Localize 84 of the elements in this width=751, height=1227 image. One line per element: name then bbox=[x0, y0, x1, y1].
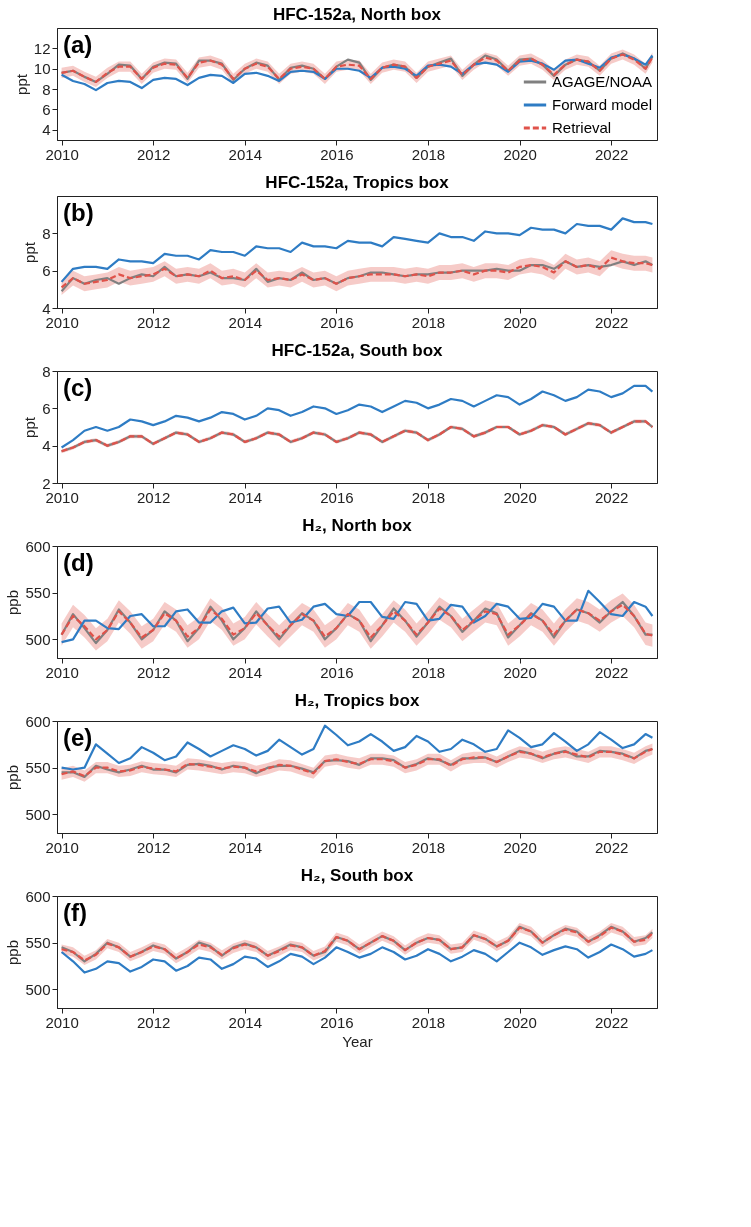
chart-title: H₂, North box bbox=[302, 516, 413, 535]
line-series bbox=[60, 941, 654, 974]
y-tick-label: 600 bbox=[25, 537, 51, 555]
y-tick-label: 500 bbox=[25, 980, 51, 998]
x-tick-label: 2018 bbox=[411, 488, 446, 506]
x-tick-label: 2014 bbox=[228, 1013, 262, 1031]
y-tick-label: 500 bbox=[25, 630, 51, 648]
y-axis-title: ppb bbox=[4, 939, 22, 966]
legend-label: Retrieval bbox=[552, 119, 612, 136]
y-tick-label: 8 bbox=[42, 80, 51, 98]
annotation: (c) bbox=[63, 374, 93, 401]
y-tick-label: 8 bbox=[42, 224, 51, 242]
x-tick-label: 2022 bbox=[595, 1013, 629, 1031]
x-tick-label: 2018 bbox=[411, 838, 446, 856]
x-tick-label: 2020 bbox=[503, 313, 537, 331]
y-tick-label: 550 bbox=[25, 759, 51, 777]
x-tick-label: 2018 bbox=[411, 145, 446, 163]
x-tick-label: 2016 bbox=[320, 663, 354, 681]
y-tick-label: 6 bbox=[42, 262, 51, 280]
chart-title: HFC-152a, South box bbox=[271, 341, 444, 360]
x-tick-label: 2022 bbox=[595, 488, 629, 506]
x-tick-label: 2020 bbox=[503, 663, 537, 681]
chart-title: HFC-152a, Tropics box bbox=[265, 173, 450, 192]
x-tick-label: 2022 bbox=[595, 663, 629, 681]
x-tick-label: 2012 bbox=[137, 145, 171, 163]
x-tick-label: 2012 bbox=[137, 838, 171, 856]
y-tick-label: 550 bbox=[25, 584, 51, 602]
x-tick-label: 2020 bbox=[503, 1013, 537, 1031]
y-tick-label: 4 bbox=[42, 437, 51, 455]
x-tick-label: 2014 bbox=[228, 663, 262, 681]
x-tick-label: 2012 bbox=[137, 313, 171, 331]
x-tick-label: 2018 bbox=[411, 1013, 446, 1031]
chart-title: H₂, South box bbox=[300, 866, 414, 885]
x-tick-label: 2020 bbox=[503, 145, 537, 163]
annotation: (b) bbox=[63, 199, 94, 226]
x-tick-label: 2016 bbox=[320, 313, 354, 331]
y-tick-label: 6 bbox=[42, 100, 51, 118]
y-tick-label: 4 bbox=[42, 121, 51, 139]
x-tick-label: 2022 bbox=[595, 313, 629, 331]
x-tick-label: 2012 bbox=[137, 488, 171, 506]
x-tick-label: 2014 bbox=[228, 488, 262, 506]
y-tick-label: 600 bbox=[25, 712, 51, 730]
x-tick-label: 2020 bbox=[503, 488, 537, 506]
legend-label: Forward model bbox=[552, 96, 653, 113]
y-axis-title: ppt bbox=[21, 416, 39, 438]
x-tick-label: 2010 bbox=[45, 145, 79, 163]
x-tick-label: 2022 bbox=[595, 838, 629, 856]
x-tick-label: 2016 bbox=[320, 1013, 354, 1031]
x-tick-label: 2014 bbox=[228, 313, 262, 331]
y-axis-title: ppb bbox=[4, 764, 22, 791]
x-tick-label: 2010 bbox=[45, 838, 79, 856]
y-tick-label: 500 bbox=[25, 805, 51, 823]
y-tick-label: 12 bbox=[33, 39, 51, 57]
annotation: (e) bbox=[63, 724, 93, 751]
x-tick-label: 2018 bbox=[411, 313, 446, 331]
x-tick-label: 2018 bbox=[411, 663, 446, 681]
x-tick-label: 2020 bbox=[503, 838, 537, 856]
annotation: (f) bbox=[63, 899, 87, 926]
legend-label: AGAGE/NOAA bbox=[552, 73, 653, 90]
y-tick-label: 10 bbox=[33, 60, 51, 78]
y-tick-label: 8 bbox=[42, 362, 51, 380]
x-tick-label: 2012 bbox=[137, 663, 171, 681]
y-tick-label: 6 bbox=[42, 399, 51, 417]
chart-title: H₂, Tropics box bbox=[294, 691, 420, 710]
x-tick-label: 2022 bbox=[595, 145, 629, 163]
x-tick-label: 2010 bbox=[45, 1013, 79, 1031]
y-tick-label: 600 bbox=[25, 887, 51, 905]
annotation: (a) bbox=[63, 31, 93, 58]
x-axis-title: Year bbox=[342, 1032, 373, 1050]
x-tick-label: 2012 bbox=[137, 1013, 171, 1031]
annotation: (d) bbox=[63, 549, 94, 576]
x-tick-label: 2014 bbox=[228, 145, 262, 163]
chart-title: HFC-152a, North box bbox=[272, 5, 442, 24]
y-axis-title: ppt bbox=[12, 73, 30, 95]
x-tick-label: 2010 bbox=[45, 663, 79, 681]
line-series bbox=[60, 724, 654, 771]
line-series bbox=[60, 589, 654, 644]
y-tick-label: 550 bbox=[25, 934, 51, 952]
x-tick-label: 2016 bbox=[320, 488, 354, 506]
x-tick-label: 2014 bbox=[228, 838, 262, 856]
x-tick-label: 2016 bbox=[320, 145, 354, 163]
y-axis-title: ppt bbox=[21, 241, 39, 263]
y-axis-title: ppb bbox=[4, 589, 22, 616]
x-tick-label: 2016 bbox=[320, 838, 354, 856]
